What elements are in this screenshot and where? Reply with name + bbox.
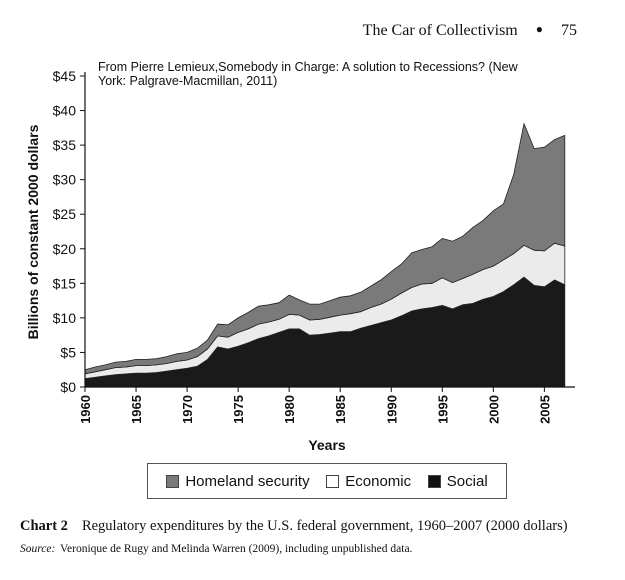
- bullet-separator: ●: [535, 22, 543, 36]
- caption-text: Regulatory expenditures by the U.S. fede…: [81, 518, 568, 534]
- y-tick-label: $0: [60, 379, 76, 395]
- axes-group: $0 $5 $10 $15 $20 $25 $30 $35 $40 $45 1960 1965 1970…: [53, 68, 575, 424]
- x-axis-label: Years: [308, 437, 346, 453]
- y-tick-label: $30: [53, 172, 77, 188]
- annotation-line-1: From Pierre Lemieux,Somebody in Charge: …: [98, 60, 519, 74]
- x-tick-label: 2005: [537, 395, 552, 424]
- chart-caption: Chart 2 Regulatory expenditures by the U.…: [20, 518, 615, 535]
- legend-item-homeland: Homeland security: [166, 472, 310, 490]
- x-tick-label: 1960: [78, 395, 93, 424]
- stacked-area-chart: From Pierre Lemieux,Somebody in Charge: …: [25, 60, 575, 453]
- source-text: Veronique de Rugy and Melinda Warren (20…: [60, 543, 413, 555]
- legend-item-economic: Economic: [326, 473, 411, 490]
- legend-label-economic: Economic: [345, 472, 412, 490]
- y-axis-label: Billions of constant 2000 dollars: [25, 124, 41, 339]
- source-label: Source:: [20, 543, 56, 555]
- y-tick-label: $45: [53, 68, 77, 84]
- x-tick-label: 1970: [180, 395, 195, 424]
- y-tick-label: $15: [53, 275, 77, 291]
- legend-label-social: Social: [446, 472, 488, 490]
- x-tick-label: 1985: [333, 395, 348, 424]
- x-tick-label: 1995: [435, 395, 450, 424]
- y-tick-label: $25: [53, 206, 77, 222]
- y-tick-label: $20: [53, 241, 77, 257]
- annotation-line-2: York: Palgrave-Macmillan, 2011): [98, 74, 277, 88]
- area-series-group: [84, 122, 566, 388]
- x-tick-label: 1990: [384, 395, 399, 424]
- x-tick-label: 1980: [282, 395, 297, 424]
- x-tick-label: 2000: [486, 395, 501, 424]
- legend-swatch-economic: [326, 474, 340, 488]
- source-note: Source: Veronique de Rugy and Melinda Wa…: [20, 543, 615, 555]
- legend-swatch-social: [427, 474, 441, 488]
- page-number: 75: [561, 22, 577, 39]
- caption-label: Chart 2: [20, 518, 68, 534]
- y-tick-label: $40: [53, 103, 77, 119]
- x-tick-label: 1975: [231, 395, 246, 424]
- running-title: The Car of Collectivism: [362, 22, 518, 39]
- legend: Homeland security Economic Social: [147, 463, 507, 499]
- x-tick-label: 1965: [129, 395, 144, 424]
- legend-label-homeland: Homeland security: [185, 472, 310, 490]
- legend-swatch-homeland: [166, 474, 180, 488]
- y-tick-label: $10: [53, 310, 77, 326]
- y-tick-label: $35: [53, 137, 77, 153]
- running-header: The Car of Collectivism ● 75: [363, 22, 577, 40]
- legend-item-social: Social: [427, 472, 488, 490]
- area-homeland-security: [84, 122, 566, 375]
- y-tick-label: $5: [60, 344, 76, 360]
